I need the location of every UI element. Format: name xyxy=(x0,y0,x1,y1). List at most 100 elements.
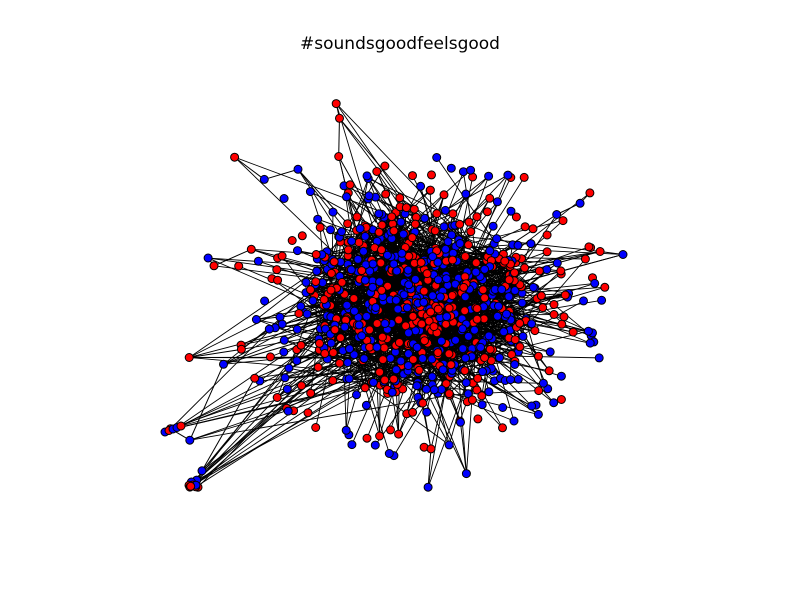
graph-node xyxy=(246,244,256,254)
edge xyxy=(338,156,377,223)
graph-node xyxy=(279,194,289,203)
graph-node xyxy=(328,348,338,358)
graph-node xyxy=(439,222,449,232)
graph-node xyxy=(377,245,386,255)
graph-node xyxy=(528,224,538,234)
graph-node xyxy=(426,444,436,454)
graph-node xyxy=(386,425,395,435)
graph-node xyxy=(590,278,600,288)
graph-node xyxy=(186,481,196,491)
graph-node xyxy=(419,286,429,296)
graph-node xyxy=(387,387,397,397)
graph-node xyxy=(403,265,413,275)
graph-node xyxy=(305,187,315,197)
graph-node xyxy=(326,268,336,278)
graph-node xyxy=(372,167,382,176)
graph-node xyxy=(349,294,359,303)
graph-node xyxy=(354,238,364,247)
graph-node xyxy=(326,225,335,235)
graph-node xyxy=(473,373,483,383)
graph-node xyxy=(438,365,448,375)
graph-node xyxy=(408,171,417,181)
graph-node xyxy=(427,170,436,180)
graph-node xyxy=(447,291,457,300)
graph-node xyxy=(472,212,482,222)
graph-node xyxy=(197,466,207,476)
graph-node xyxy=(618,250,628,259)
graph-node xyxy=(442,312,452,322)
graph-node xyxy=(340,322,350,332)
figure-title: #soundsgoodfeelsgood xyxy=(300,34,500,54)
edge xyxy=(234,156,265,180)
graph-node xyxy=(236,344,246,354)
edge xyxy=(223,347,385,365)
graph-node xyxy=(401,203,411,213)
edge xyxy=(382,359,419,398)
graph-node xyxy=(458,344,468,354)
graph-node xyxy=(466,165,476,175)
graph-node xyxy=(492,197,502,207)
graph-node xyxy=(303,408,313,418)
graph-node xyxy=(461,189,471,199)
graph-node xyxy=(347,440,357,450)
edge xyxy=(498,289,508,359)
graph-node xyxy=(444,389,454,399)
graph-node xyxy=(476,342,486,352)
edge xyxy=(223,305,331,365)
graph-node xyxy=(433,304,443,314)
graph-node xyxy=(497,285,507,294)
graph-node xyxy=(464,240,473,250)
graph-node xyxy=(342,300,352,310)
graph-node xyxy=(456,417,465,427)
graph-node xyxy=(357,266,367,276)
graph-node xyxy=(374,227,384,237)
graph-node xyxy=(488,221,498,231)
graph-node xyxy=(422,407,432,417)
graph-node xyxy=(422,269,432,279)
graph-node xyxy=(463,331,473,341)
graph-node xyxy=(368,377,378,387)
graph-node xyxy=(389,226,399,236)
graph-node xyxy=(480,293,490,303)
graph-node xyxy=(391,365,401,375)
graph-node xyxy=(313,214,323,224)
graph-node xyxy=(394,429,404,439)
graph-node xyxy=(387,212,397,222)
graph-node xyxy=(219,359,228,369)
graph-node xyxy=(446,360,456,370)
graph-node xyxy=(423,482,433,492)
graph-node xyxy=(375,277,385,287)
graph-node xyxy=(580,254,590,264)
graph-node xyxy=(292,324,302,334)
graph-node xyxy=(549,398,559,408)
graph-node xyxy=(319,295,329,304)
graph-node xyxy=(583,326,593,336)
graph-node xyxy=(184,353,194,362)
graph-node xyxy=(251,315,261,324)
graph-node xyxy=(495,353,504,363)
graph-node xyxy=(428,291,438,301)
graph-node xyxy=(410,219,420,229)
graph-node xyxy=(362,171,372,181)
graph-node xyxy=(396,217,406,227)
graph-node xyxy=(377,332,387,342)
graph-node xyxy=(560,290,570,300)
graph-node xyxy=(426,307,436,317)
graph-node xyxy=(342,192,351,202)
graph-node xyxy=(283,406,293,416)
graph-node xyxy=(326,285,336,295)
graph-node xyxy=(503,170,513,180)
graph-node xyxy=(558,216,568,226)
graph-node xyxy=(301,277,311,287)
graph-node xyxy=(482,207,492,217)
graph-node xyxy=(408,311,418,321)
node-layer xyxy=(160,99,628,492)
graph-node xyxy=(408,355,418,364)
graph-node xyxy=(382,250,392,260)
graph-node xyxy=(440,205,450,215)
edge xyxy=(509,294,566,312)
graph-node xyxy=(203,253,213,263)
graph-node xyxy=(575,198,585,208)
graph-node xyxy=(308,296,318,306)
graph-node xyxy=(506,375,515,385)
